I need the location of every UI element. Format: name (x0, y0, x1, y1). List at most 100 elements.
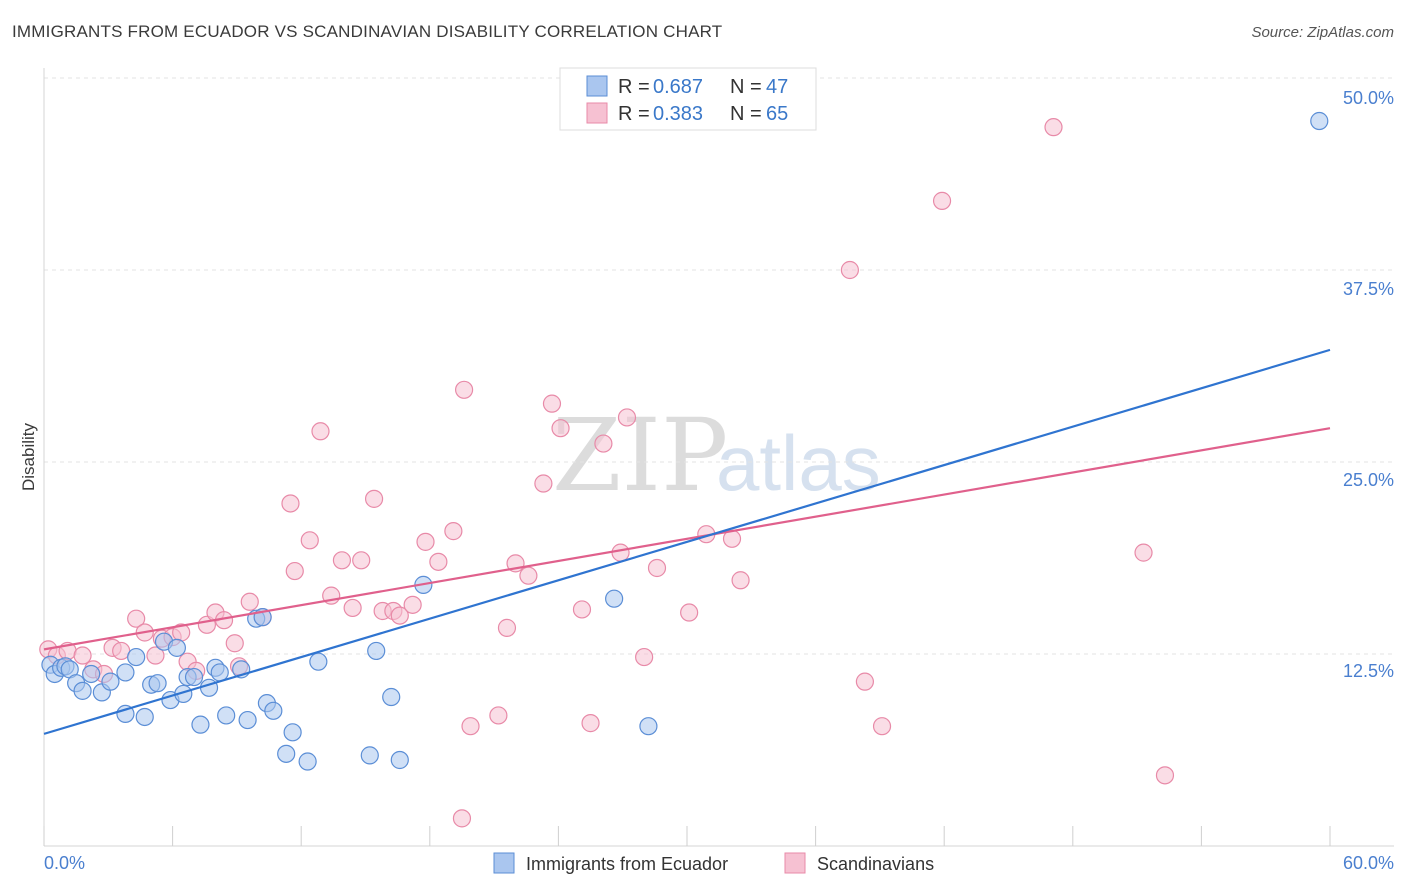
y-tick-label-50: 50.0% (1343, 88, 1394, 108)
source-label: Source: ZipAtlas.com (1251, 24, 1394, 41)
ecuador-point-42 (605, 589, 624, 608)
y-tick-label-25: 25.0% (1343, 470, 1394, 490)
scandinavians-point-62 (932, 191, 952, 210)
ecuador-point-37 (360, 746, 379, 765)
legend-n-value-1: 47 (766, 76, 788, 98)
scandinavians-point-53 (635, 647, 654, 667)
bottom-legend-label-scandinavians: Scandinavians (817, 854, 934, 874)
scandinavians-point-54 (647, 558, 667, 578)
legend-r-value-1: 0.687 (653, 76, 703, 98)
scandinavians-point-30 (352, 551, 371, 570)
scandinavians-point-52 (611, 543, 630, 562)
scandinavians-point-63 (1044, 118, 1063, 137)
scandinavians-point-46 (542, 394, 562, 413)
ecuador-point-40 (390, 750, 409, 770)
scandinavians-point-23 (281, 494, 300, 513)
legend-n-label-2: N = (730, 103, 762, 125)
ecuador-point-44 (1310, 111, 1329, 131)
scandinavians-trend-line (43, 427, 1331, 651)
ecuador-point-6 (73, 681, 92, 700)
ecuador-point-35 (298, 752, 317, 771)
ecuador-point-43 (639, 717, 658, 736)
bottom-legend-swatch-blue (493, 852, 515, 874)
ecuador-point-11 (127, 647, 146, 667)
legend-r-value-2: 0.383 (653, 103, 703, 125)
scandinavians-point-28 (332, 551, 352, 570)
legend-swatch-blue (586, 75, 608, 97)
scandinavians-point-59 (840, 260, 859, 280)
bottom-legend-swatch-pink (784, 852, 806, 874)
trend-lines (43, 348, 1331, 735)
scandinavians-point-19 (225, 634, 244, 653)
y-tick-label-37-5: 37.5% (1343, 279, 1394, 299)
ecuador-point-38 (367, 641, 386, 661)
ecuador-point-7 (82, 664, 101, 684)
legend-r-label-2: R = (618, 103, 650, 125)
ecuador-point-18 (167, 638, 186, 657)
scandinavians-point-3 (73, 646, 92, 665)
y-axis-label: Disability (19, 422, 38, 491)
ecuador-point-12 (116, 704, 135, 724)
top-legend: R = 0.687 N = 47 R = 0.383 N = 65 (559, 67, 817, 131)
scandinavians-point-60 (855, 672, 874, 691)
chart-title: IMMIGRANTS FROM ECUADOR VS SCANDINAVIAN … (12, 22, 723, 41)
scandinavians-point-51 (617, 408, 637, 427)
ecuador-trend-line (43, 348, 1331, 735)
ecuador-point-32 (264, 701, 283, 720)
scandinavians-point-29 (343, 598, 362, 618)
ecuador-point-9 (101, 672, 120, 691)
scandinavians-point-47 (551, 419, 570, 438)
ecuador-point-36 (309, 652, 328, 671)
scandinavians-point-37 (429, 552, 448, 571)
legend-n-value-2: 65 (766, 103, 788, 125)
ecuador-point-25 (210, 663, 229, 682)
scandinavians-point-38 (444, 522, 463, 541)
grid (44, 77, 1394, 655)
scandinavians-point-36 (416, 532, 435, 551)
scandinavians-point-66 (452, 809, 472, 828)
scandinavians-point-48 (572, 600, 592, 619)
x-tick-label-max: 60.0% (1343, 853, 1394, 873)
ecuador-point-15 (148, 674, 167, 693)
scandinavians-point-26 (311, 422, 330, 441)
scandinavians-point-44 (519, 566, 538, 585)
ecuador-point-13 (135, 707, 154, 727)
ecuador-point-34 (283, 723, 302, 742)
ecuador-point-22 (191, 715, 210, 734)
legend-n-label-1: N = (730, 76, 762, 98)
scandinavians-point-45 (534, 474, 553, 493)
bottom-legend-label-ecuador: Immigrants from Ecuador (526, 854, 728, 874)
scandinavians-point-34 (390, 606, 409, 625)
ecuador-point-10 (116, 663, 135, 682)
scandinavians-point-8 (127, 609, 146, 628)
scandinavians-point-35 (403, 595, 422, 614)
scandinavians-point-40 (461, 717, 480, 736)
scandinavians-point-49 (581, 714, 600, 733)
scandinavians-point-10 (146, 646, 165, 665)
scandinavians-point-64 (1134, 543, 1153, 562)
scandinavians-point-65 (1155, 766, 1175, 785)
watermark-zip: ZIP (552, 397, 728, 514)
scandinavians-point-24 (285, 561, 304, 581)
scandinavians-point-41 (489, 706, 508, 725)
ecuador-point-21 (184, 667, 204, 687)
scandinavians-point-25 (300, 531, 319, 550)
watermark-atlas: atlas (716, 419, 881, 507)
ecuador-point-33 (277, 744, 296, 763)
scandinavians-point-55 (680, 603, 699, 622)
legend-r-label-1: R = (618, 76, 650, 98)
scandinavians-point-61 (872, 717, 892, 736)
ecuador-point-28 (238, 710, 257, 730)
legend-swatch-pink (586, 102, 608, 124)
scandinavians-point-39 (454, 380, 474, 399)
scandinavians-point-21 (240, 592, 259, 611)
ecuador-point-26 (217, 706, 236, 725)
ecuador-point-39 (382, 687, 401, 707)
x-tick-label-min: 0.0% (44, 853, 85, 873)
scandinavians-point-50 (594, 434, 613, 453)
bottom-legend: Immigrants from Ecuador Scandinavians (493, 852, 934, 874)
y-tick-label-12-5: 12.5% (1343, 661, 1394, 681)
scandinavians-point-42 (497, 618, 517, 637)
scandinavians-point-31 (364, 489, 384, 508)
